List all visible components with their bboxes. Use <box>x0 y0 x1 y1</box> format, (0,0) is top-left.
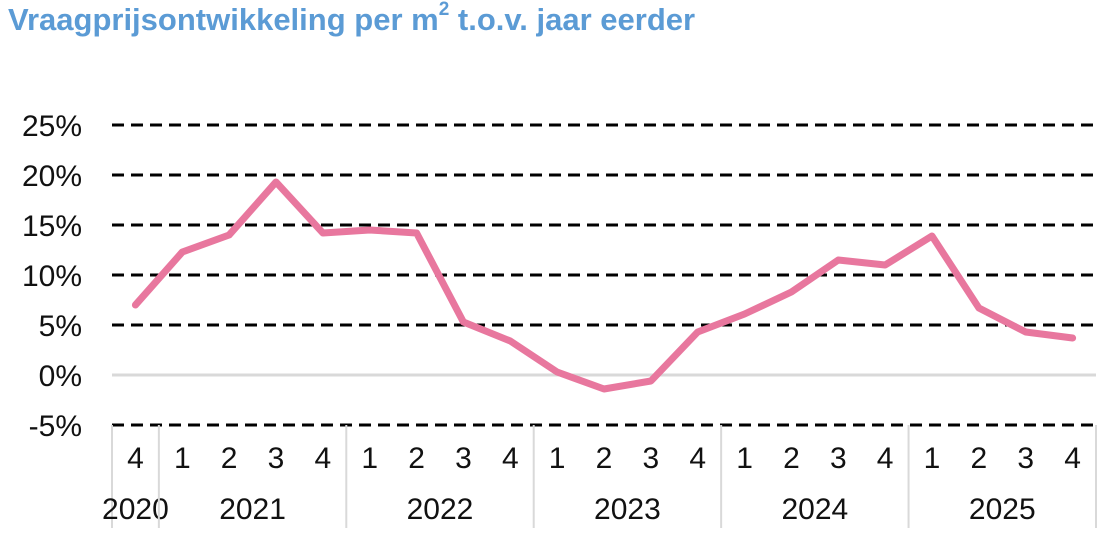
y-tick-label: 10% <box>22 260 82 293</box>
x-year-label: 2022 <box>407 493 474 526</box>
x-tick-label: 2 <box>408 442 425 475</box>
chart-title: Vraagprijsontwikkeling per m2 t.o.v. jaa… <box>8 0 696 38</box>
series-line <box>131 178 1077 393</box>
x-tick-label: 4 <box>877 442 894 475</box>
y-axis-ticks: -5% 0% 5% 10% 15% 20% 25% <box>22 110 82 443</box>
x-tick-label: 2 <box>971 442 988 475</box>
x-tick-label: 3 <box>1017 442 1034 475</box>
y-tick-label: 15% <box>22 210 82 243</box>
x-tick-label: 1 <box>736 442 753 475</box>
chart-title-main: Vraagprijsontwikkeling per m <box>8 2 439 37</box>
y-tick-label: 5% <box>39 310 82 343</box>
x-tick-label: 1 <box>361 442 378 475</box>
x-tick-label: 4 <box>689 442 706 475</box>
x-year-label: 2025 <box>969 493 1036 526</box>
x-tick-label: 2 <box>221 442 238 475</box>
y-tick-label: 25% <box>22 110 82 143</box>
x-tick-label: 1 <box>924 442 941 475</box>
x-tick-label: 4 <box>1064 442 1081 475</box>
x-tick-label: 3 <box>455 442 472 475</box>
chart-title-rest: t.o.v. jaar eerder <box>449 2 696 37</box>
y-tick-label: 20% <box>22 160 82 193</box>
x-tick-label: 1 <box>174 442 191 475</box>
series-lines <box>131 178 1077 393</box>
y-tick-label: 0% <box>39 360 82 393</box>
x-tick-label: 4 <box>502 442 519 475</box>
x-tick-label: 2 <box>596 442 613 475</box>
x-year-label: 2024 <box>781 493 848 526</box>
x-year-label: 2020 <box>102 493 169 526</box>
x-year-label: 2023 <box>594 493 661 526</box>
x-tick-label: 3 <box>830 442 847 475</box>
x-tick-label: 3 <box>643 442 660 475</box>
x-year-label: 2021 <box>219 493 286 526</box>
x-tick-label: 4 <box>315 442 332 475</box>
gridlines <box>112 123 1096 427</box>
y-tick-label: -5% <box>29 410 82 443</box>
x-tick-label: 2 <box>783 442 800 475</box>
x-tick-label: 1 <box>549 442 566 475</box>
x-tick-label: 3 <box>268 442 285 475</box>
chart-title-superscript: 2 <box>438 0 450 20</box>
x-tick-label: 4 <box>127 442 144 475</box>
